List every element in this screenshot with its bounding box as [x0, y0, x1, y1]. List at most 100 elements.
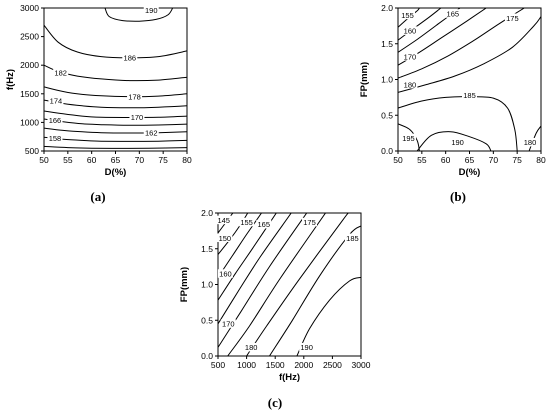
x-tick-label: 3000 — [352, 360, 371, 370]
y-axis-label: f(Hz) — [5, 69, 16, 90]
contour-label-bg — [400, 10, 416, 20]
contour-group — [398, 8, 541, 151]
panel-caption: (a) — [90, 189, 105, 204]
y-tick-label: 2500 — [20, 32, 39, 42]
y-tick-label: 1000 — [20, 117, 39, 127]
contour-label: 175 — [506, 14, 519, 23]
x-tick-label: 60 — [441, 155, 451, 165]
contour-label-bg — [402, 52, 418, 61]
contour-label: 190 — [145, 6, 158, 15]
contour-label: 190 — [300, 343, 313, 352]
contour-label: 178 — [128, 92, 141, 101]
contour-label: 175 — [303, 218, 316, 227]
contour-label-bg — [302, 217, 318, 227]
contour-label-bg — [400, 133, 416, 143]
x-tick-label: 75 — [158, 155, 168, 165]
contour-label: 155 — [240, 218, 253, 227]
contour-label-bg — [216, 215, 232, 225]
contour-line — [398, 96, 518, 151]
contour-label: 166 — [49, 116, 62, 125]
contour-label-bg — [522, 137, 538, 147]
plot-frame — [397, 7, 542, 152]
chart-a: 50 55 60 65 70 75 80 500 1000 1500 2000 2500 3000 D(%… — [5, 3, 192, 178]
x-tick-label: 65 — [111, 155, 121, 165]
contour-line — [104, 8, 174, 22]
y-tick-label: 1.5 — [201, 244, 213, 254]
contour-label: 165 — [447, 10, 460, 19]
contour-line — [218, 213, 277, 301]
contour-label-bg — [344, 233, 360, 243]
contour-label: 185 — [463, 91, 476, 100]
contour-line — [44, 86, 187, 98]
contour-line — [44, 24, 187, 59]
contour-line — [416, 131, 492, 151]
contour-label: 185 — [346, 234, 359, 243]
contour-label-bg — [402, 26, 418, 35]
contour-group — [218, 213, 361, 356]
contour-line — [528, 125, 541, 151]
contour-label: 160 — [219, 270, 232, 279]
contour-line — [44, 118, 187, 126]
x-tick-label: 65 — [465, 155, 475, 165]
contour-line — [398, 8, 442, 41]
y-tick-label: 500 — [25, 146, 39, 156]
contour-label-bg — [48, 96, 64, 105]
panel-caption: (b) — [450, 189, 466, 204]
y-tick-label: 0.0 — [201, 351, 213, 361]
y-axis-label: FP(mm) — [359, 62, 370, 97]
y-tick-label: 3000 — [20, 3, 39, 13]
contour-label-bg — [462, 90, 477, 100]
contour-label-bg — [47, 133, 63, 143]
y-tick-label: 2.0 — [381, 3, 393, 13]
x-tick-label: 55 — [63, 155, 73, 165]
contour-label: 158 — [49, 134, 62, 143]
contour-label-bg — [239, 217, 255, 227]
contour-label-bg — [127, 92, 143, 101]
panel-caption: (c) — [268, 395, 282, 410]
contour-label: 195 — [402, 134, 415, 143]
contour-label-bg — [504, 13, 520, 23]
plot-frame — [217, 212, 362, 357]
contour-line — [218, 213, 262, 278]
contour-line — [44, 145, 187, 149]
contour-label: 162 — [145, 128, 158, 137]
contour-label: 174 — [50, 96, 63, 105]
contour-label-bg — [122, 53, 138, 62]
contour-label-bg — [450, 137, 466, 147]
contour-label-bg — [129, 112, 145, 122]
contour-line — [218, 213, 308, 348]
contour-line — [398, 8, 525, 79]
x-tick-label: 80 — [182, 155, 192, 165]
contour-line — [246, 213, 349, 356]
contour-line — [44, 99, 187, 109]
contour-label: 160 — [404, 27, 417, 36]
contour-label: 182 — [54, 68, 67, 77]
contour-line — [218, 213, 292, 325]
y-tick-label: 1500 — [20, 89, 39, 99]
contour-label-bg — [220, 319, 236, 328]
x-tick-label: 1500 — [266, 360, 285, 370]
contour-label-bg — [256, 219, 272, 229]
contour-label-bg — [299, 342, 315, 352]
y-tick-label: 1.0 — [381, 75, 393, 85]
x-tick-label: 70 — [489, 155, 499, 165]
contour-label: 190 — [451, 138, 464, 147]
contour-line — [398, 16, 541, 93]
contour-line — [44, 127, 187, 134]
contour-label-bg — [445, 9, 461, 18]
contour-line — [227, 213, 326, 356]
contour-label: 170 — [404, 52, 417, 61]
contour-line — [296, 276, 361, 356]
y-tick-label: 2000 — [20, 60, 39, 70]
y-tick-label: 0.5 — [381, 110, 393, 120]
chart-c: 500 1000 1500 2000 2500 3000 0.0 0.5 1.0 1.5 2.0 f(… — [179, 208, 371, 383]
x-tick-label: 80 — [536, 155, 546, 165]
contour-label: 145 — [217, 216, 230, 225]
contour-label-bg — [53, 68, 69, 77]
contour-line — [44, 136, 187, 142]
contour-label-bg — [217, 233, 233, 243]
contour-label: 170 — [131, 113, 144, 122]
contour-label: 165 — [258, 220, 271, 229]
contour-line — [269, 225, 361, 356]
x-tick-label: 1000 — [237, 360, 256, 370]
